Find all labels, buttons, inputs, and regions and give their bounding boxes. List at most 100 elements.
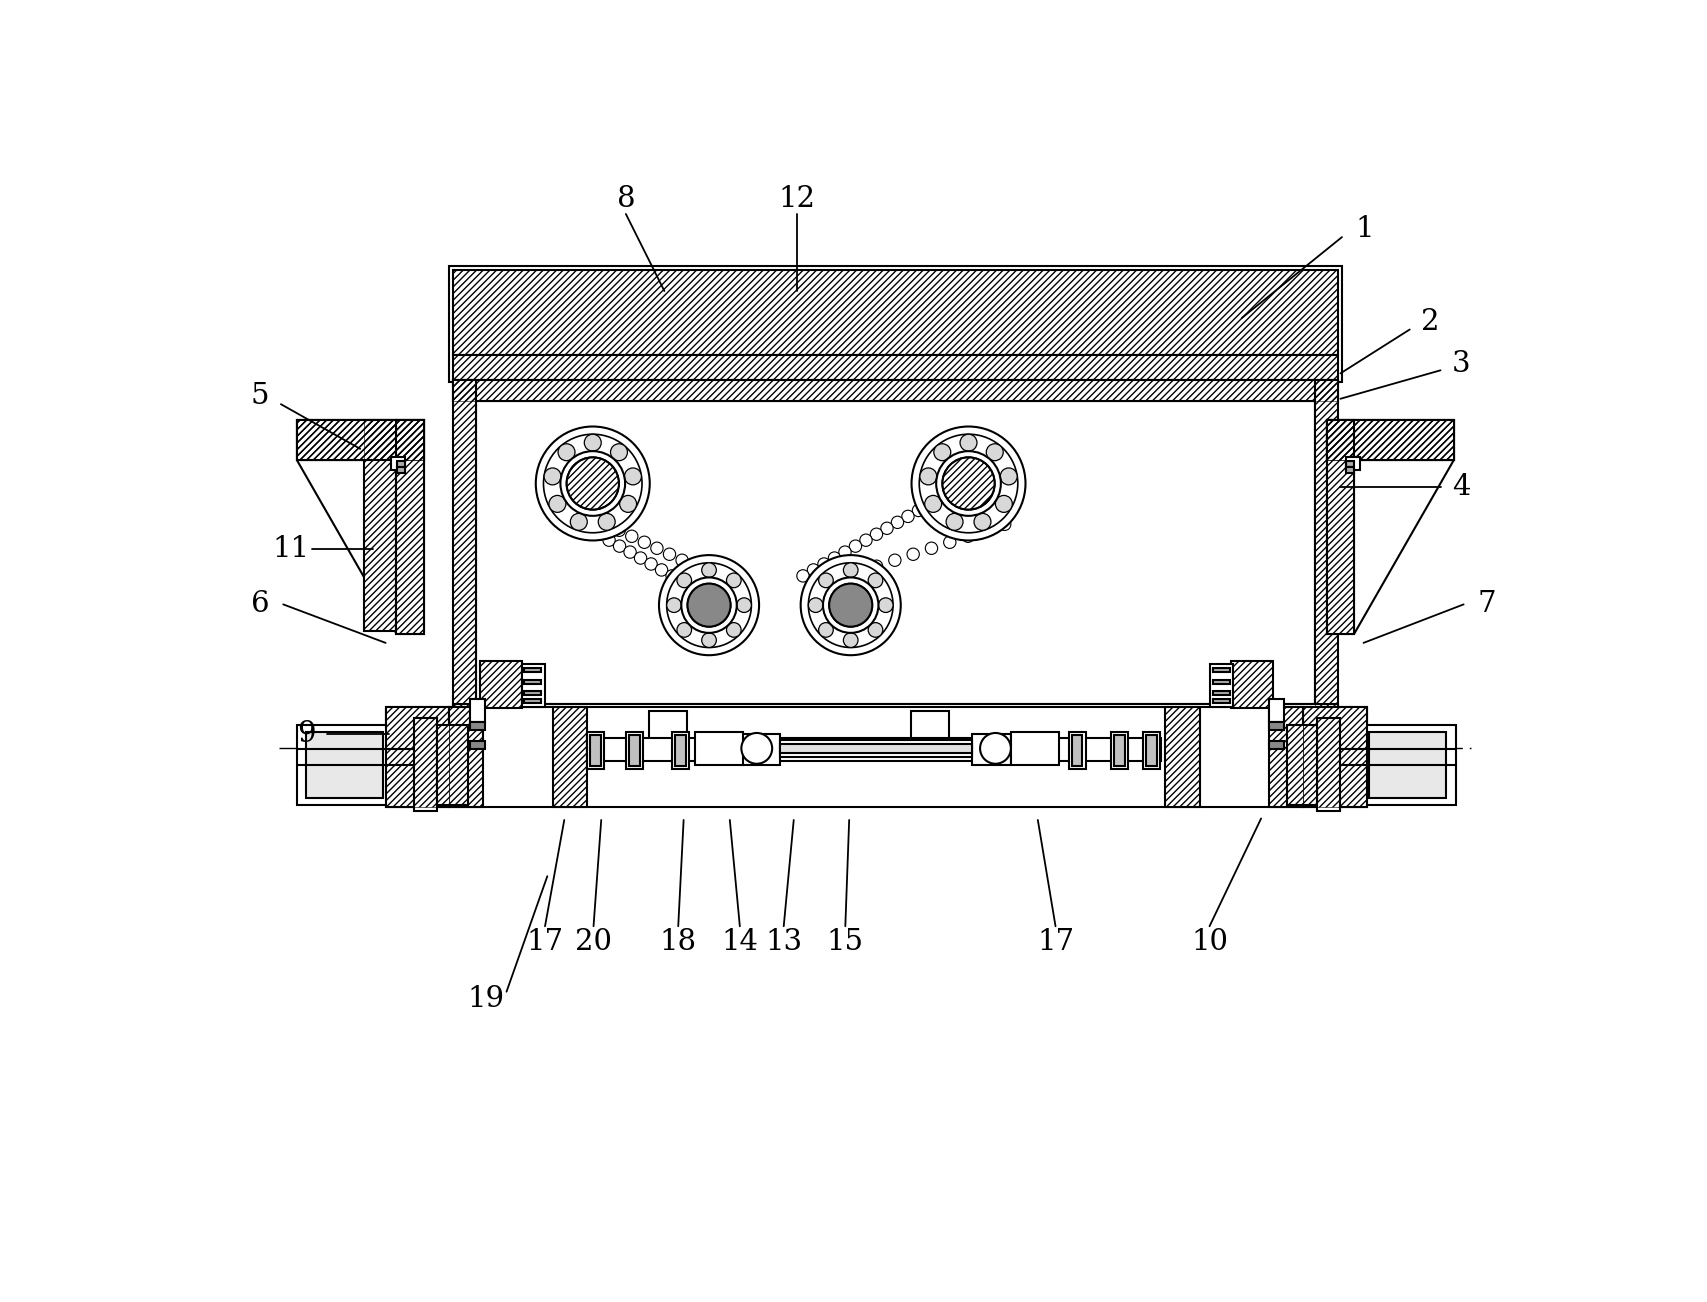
Polygon shape — [297, 419, 423, 461]
Bar — [437, 724, 468, 806]
Circle shape — [852, 566, 864, 578]
Circle shape — [888, 555, 901, 566]
Bar — [364, 419, 396, 631]
Circle shape — [923, 496, 941, 513]
Circle shape — [688, 560, 700, 573]
Circle shape — [676, 555, 688, 566]
Circle shape — [623, 546, 635, 559]
Bar — [452, 380, 1337, 401]
Circle shape — [666, 570, 678, 582]
Bar — [469, 723, 485, 730]
Circle shape — [645, 557, 657, 570]
Text: 11: 11 — [271, 535, 309, 562]
Bar — [1209, 664, 1232, 707]
Text: 19: 19 — [468, 986, 504, 1013]
Circle shape — [548, 496, 565, 513]
Circle shape — [901, 510, 913, 522]
Circle shape — [609, 444, 626, 461]
Circle shape — [843, 562, 857, 577]
Circle shape — [912, 427, 1024, 540]
Circle shape — [959, 434, 976, 452]
Circle shape — [592, 529, 604, 540]
Bar — [971, 734, 1011, 764]
Text: 1: 1 — [1355, 215, 1374, 243]
Text: 9: 9 — [297, 720, 316, 747]
Circle shape — [702, 562, 715, 577]
Circle shape — [801, 555, 900, 655]
Bar — [480, 660, 522, 708]
Bar — [1212, 668, 1229, 672]
Circle shape — [871, 529, 883, 540]
Bar — [1011, 732, 1058, 764]
Circle shape — [572, 516, 584, 529]
Bar — [1110, 732, 1127, 769]
Text: 8: 8 — [616, 185, 635, 212]
Bar — [1314, 380, 1337, 711]
Circle shape — [859, 534, 872, 547]
Bar — [1212, 691, 1229, 695]
Bar — [524, 680, 541, 684]
Bar — [695, 732, 743, 764]
Bar — [671, 732, 688, 769]
Circle shape — [925, 542, 937, 555]
Circle shape — [741, 733, 772, 764]
Circle shape — [536, 427, 649, 540]
Bar — [449, 707, 483, 807]
Circle shape — [828, 583, 872, 626]
Bar — [591, 736, 601, 766]
Circle shape — [818, 573, 833, 587]
Circle shape — [828, 552, 840, 564]
Circle shape — [567, 457, 618, 509]
Bar — [780, 740, 971, 756]
Bar — [1145, 736, 1157, 766]
Bar — [625, 732, 642, 769]
Bar — [1326, 419, 1453, 460]
Circle shape — [946, 513, 963, 530]
Circle shape — [702, 633, 715, 647]
Circle shape — [942, 457, 993, 509]
Circle shape — [543, 434, 642, 533]
Text: 13: 13 — [765, 927, 802, 956]
Bar — [386, 707, 449, 807]
Circle shape — [597, 513, 615, 530]
Bar — [1164, 707, 1198, 807]
Circle shape — [833, 572, 845, 585]
Bar — [628, 736, 640, 766]
Bar — [306, 732, 382, 798]
Bar — [1316, 719, 1340, 811]
Text: 6: 6 — [251, 590, 270, 618]
Bar — [1285, 724, 1316, 806]
Circle shape — [961, 530, 973, 543]
Circle shape — [877, 598, 893, 612]
Circle shape — [666, 598, 681, 612]
Circle shape — [973, 513, 990, 530]
Circle shape — [582, 522, 594, 534]
Bar — [1113, 736, 1125, 766]
Bar — [452, 271, 1337, 355]
Circle shape — [942, 536, 956, 548]
Circle shape — [659, 555, 758, 655]
Text: 17: 17 — [526, 927, 563, 956]
Bar — [524, 691, 541, 695]
Circle shape — [625, 467, 642, 484]
Bar — [1268, 699, 1284, 723]
Circle shape — [536, 427, 649, 540]
Text: 4: 4 — [1451, 474, 1470, 501]
Bar — [1345, 457, 1359, 470]
Bar — [452, 704, 1337, 713]
Bar — [1231, 660, 1273, 708]
Bar — [391, 457, 405, 470]
Circle shape — [570, 513, 587, 530]
Circle shape — [801, 555, 900, 655]
Circle shape — [934, 444, 951, 461]
Circle shape — [867, 622, 883, 637]
Circle shape — [638, 536, 650, 548]
Bar — [524, 699, 541, 703]
Bar — [452, 380, 1337, 401]
Bar — [1231, 660, 1273, 708]
Circle shape — [1000, 467, 1017, 484]
Circle shape — [655, 564, 667, 575]
Circle shape — [686, 583, 731, 626]
Circle shape — [620, 496, 637, 513]
Text: 2: 2 — [1420, 307, 1439, 336]
